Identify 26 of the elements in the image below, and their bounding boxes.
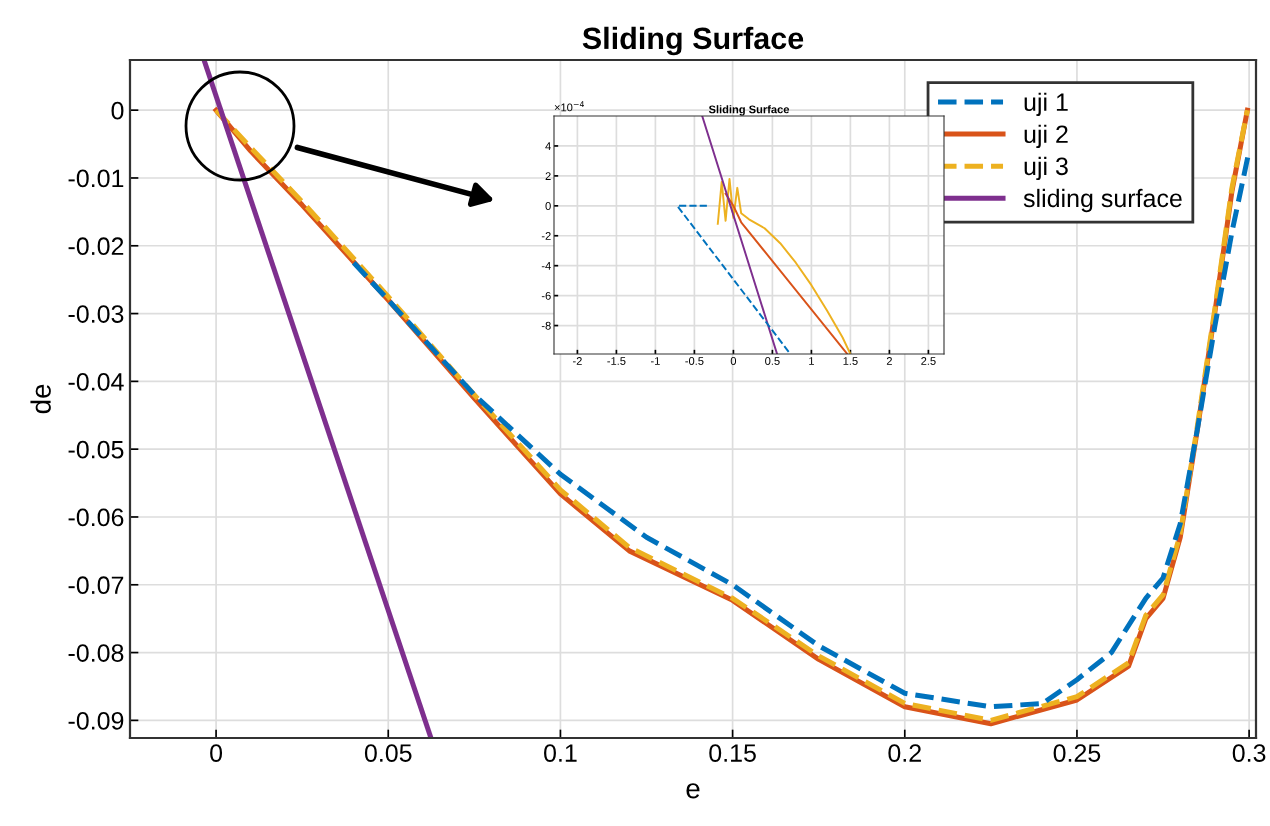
chart-title: Sliding Surface [582,26,804,56]
x-tick-label: 0.2 [888,744,921,762]
legend-label: sliding surface [1023,188,1182,213]
legend-label: uji 3 [1024,156,1068,181]
x-axis-title: e [686,783,700,799]
y-tick-label: -0.03 [68,305,124,323]
y-tick-label: -0.01 [68,169,124,188]
x-tick-label: 0.05 [364,744,412,762]
y-axis-title: de [30,384,51,414]
line-series [716,177,852,354]
y-tick-label: -0.08 [68,644,124,662]
x-tick-label: 0 [210,744,223,762]
y-tick-label: -0.07 [68,576,124,595]
y-tick-label: -0.05 [68,440,124,459]
x-tick-label: 0.1 [544,744,577,762]
x-tick-label: 0.15 [709,744,756,762]
legend-label: uji 1 [1024,92,1068,116]
y-tick-label: -0.06 [68,508,124,527]
y-tick-label: -0.02 [68,237,124,256]
legend-label: uji 2 [1024,124,1068,149]
x-tick-label: 0.3 [1232,744,1266,762]
y-tick-label: -0.09 [68,711,124,730]
y-tick-label: -0.04 [68,372,124,391]
x-tick-label: 0.25 [1053,744,1101,762]
y-tick-label: 0 [111,101,124,120]
line-series [724,192,849,354]
